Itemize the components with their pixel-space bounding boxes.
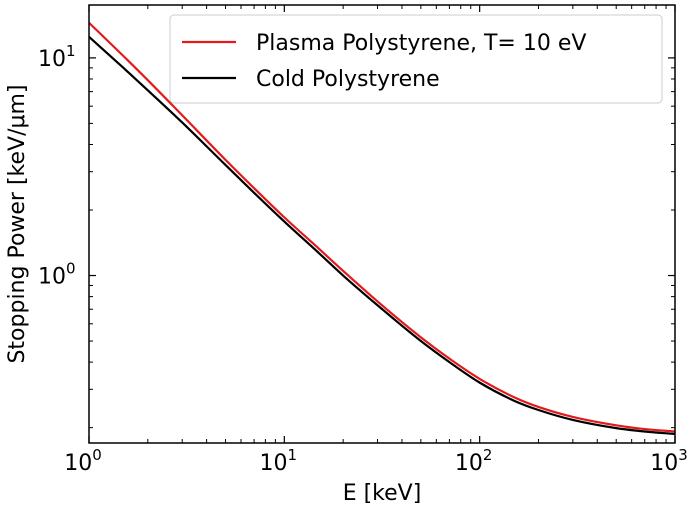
x-tick-label: 100 — [64, 446, 102, 476]
x-tick-label: 102 — [455, 446, 493, 476]
legend: Plasma Polystyrene, T= 10 eV Cold Polysty… — [169, 14, 663, 104]
y-tick-exponent: 0 — [66, 260, 76, 278]
legend-box — [169, 14, 663, 104]
x-tick-labels: 100 101 102 103 — [64, 446, 688, 476]
x-tick-exponent: 2 — [483, 446, 493, 464]
y-tick-exponent: 1 — [66, 42, 76, 60]
legend-label-2: Cold Polystyrene — [256, 67, 440, 92]
x-tick-exponent: 3 — [678, 446, 688, 464]
series-line-2 — [89, 35, 675, 436]
y-tick-labels: 100 101 — [38, 42, 76, 290]
y-axis-label: Stopping Power [keV/μm] — [5, 84, 30, 363]
y-tick-label: 100 — [38, 260, 76, 290]
series-layer — [89, 21, 675, 436]
x-axis-label: E [keV] — [343, 481, 422, 506]
series-line-1 — [89, 21, 675, 433]
x-tick-label: 103 — [650, 446, 688, 476]
x-tick-label: 101 — [260, 446, 298, 476]
plot-frame — [88, 4, 676, 444]
y-tick-label: 101 — [38, 42, 76, 72]
x-tick-exponent: 1 — [288, 446, 298, 464]
x-tick-exponent: 0 — [92, 446, 102, 464]
legend-label-1: Plasma Polystyrene, T= 10 eV — [256, 31, 586, 56]
